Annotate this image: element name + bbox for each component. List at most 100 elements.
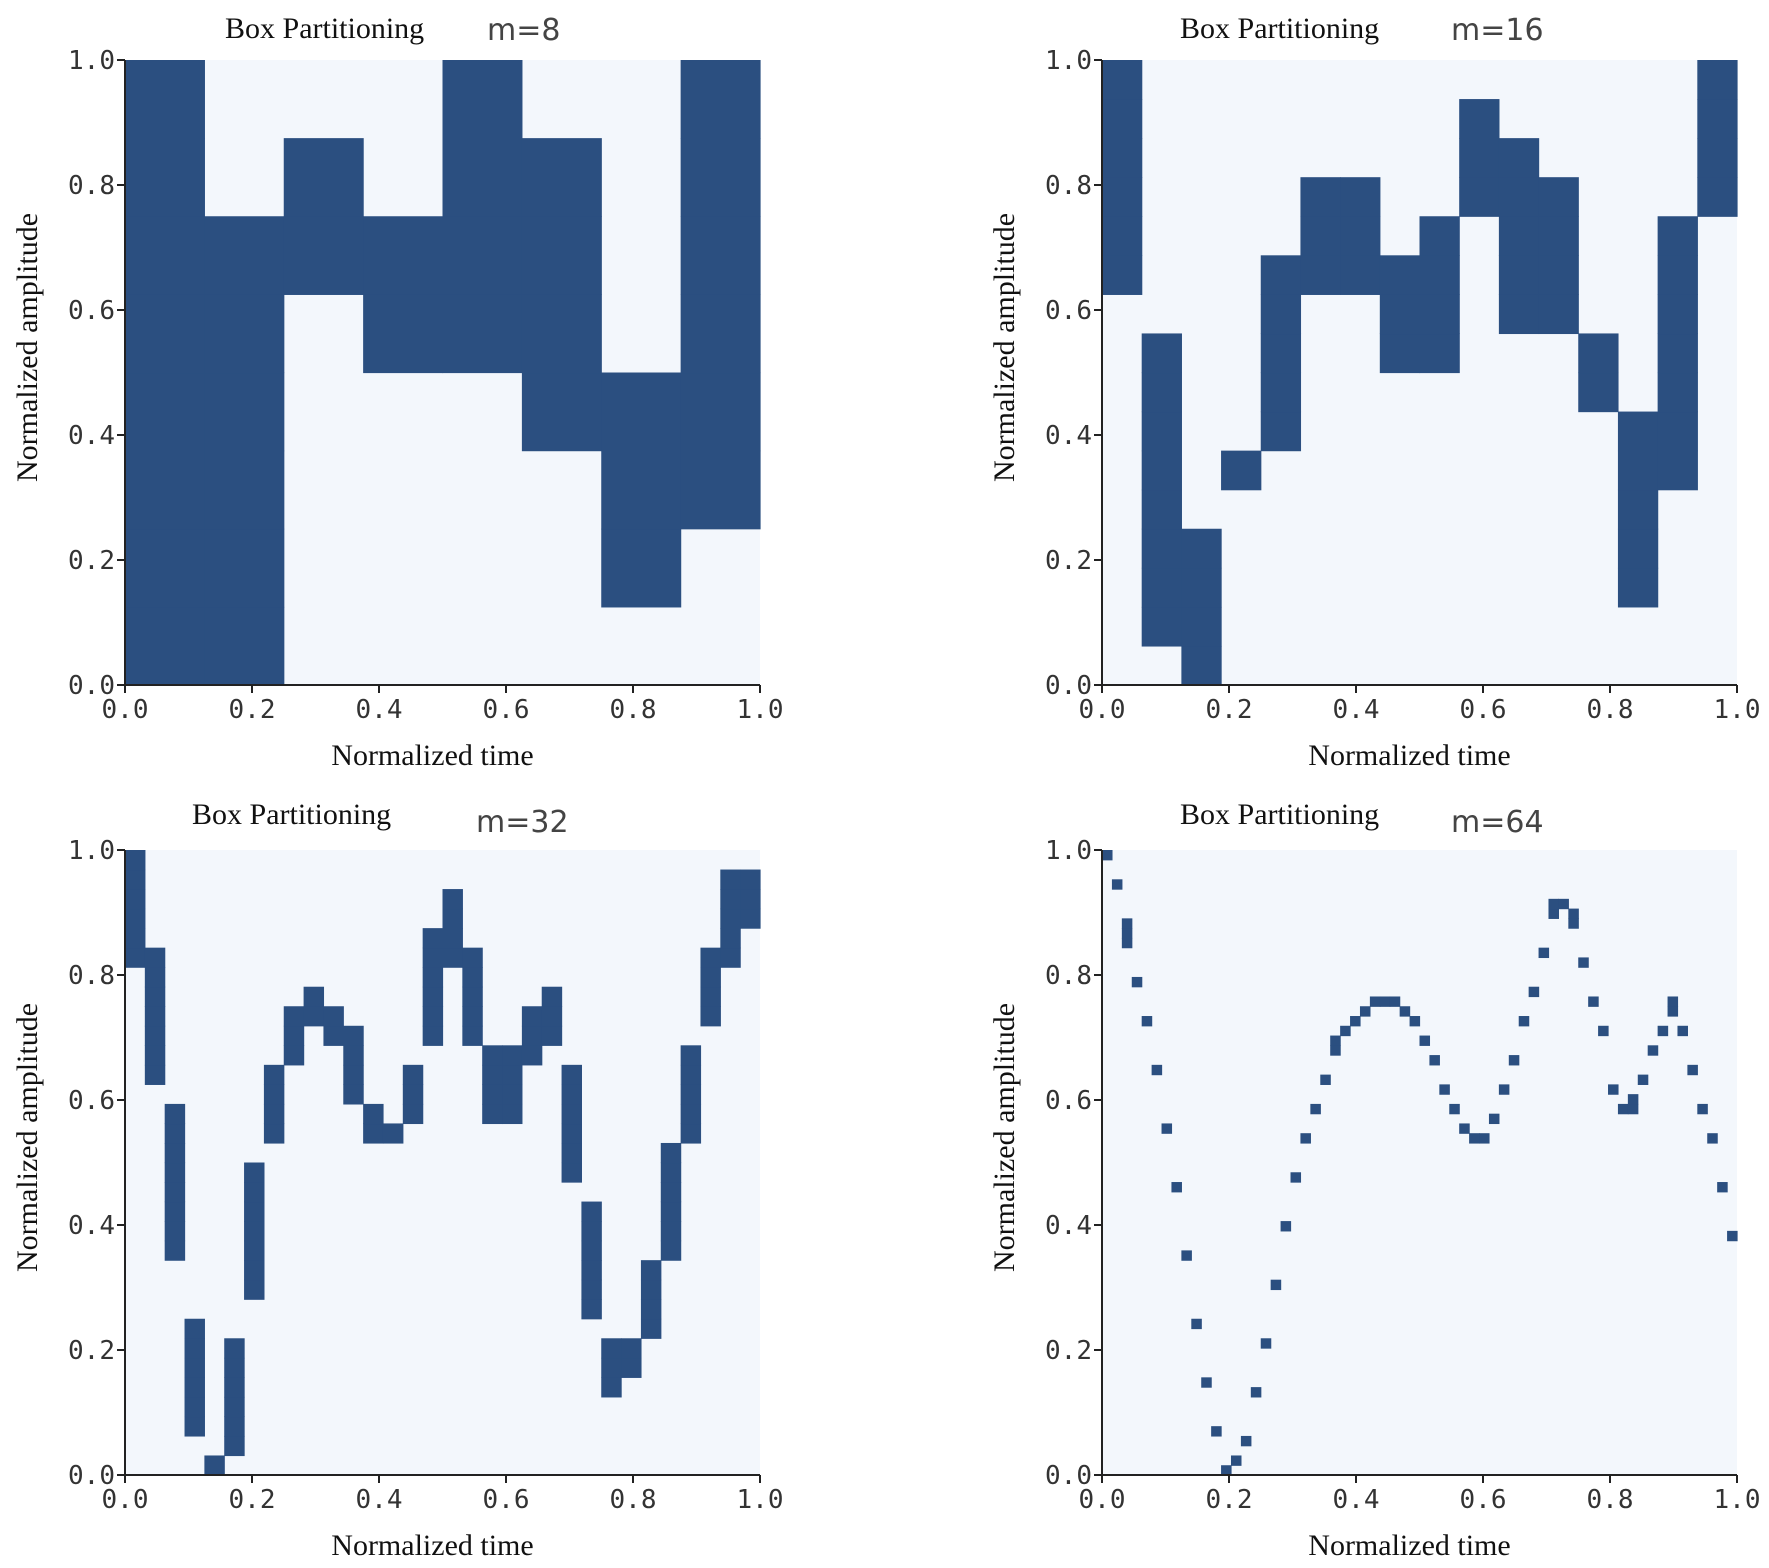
occupied-box: [581, 1279, 602, 1300]
occupied-box: [482, 1045, 503, 1066]
occupied-box: [1320, 1074, 1331, 1085]
x-tick-label: 0.2: [229, 695, 276, 725]
occupied-box: [164, 1182, 186, 1203]
occupied-box: [125, 216, 205, 295]
occupied-box: [224, 1338, 245, 1359]
occupied-box: [1399, 1006, 1411, 1017]
occupied-box: [482, 1103, 503, 1125]
occupied-box: [561, 1162, 582, 1183]
occupied-box: [323, 1006, 344, 1027]
occupied-box: [1697, 60, 1738, 100]
occupied-box: [204, 450, 285, 530]
x-tick-label: 0.0: [102, 695, 149, 725]
occupied-box: [1369, 996, 1381, 1007]
y-tick-label: 0.0: [68, 1461, 115, 1491]
occupied-box: [1697, 138, 1738, 178]
occupied-box: [1568, 908, 1579, 919]
occupied-box: [1657, 216, 1698, 256]
occupied-box: [1419, 255, 1460, 295]
occupied-box: [144, 1025, 166, 1046]
occupied-box: [1498, 138, 1540, 178]
x-tick-label: 0.0: [1079, 695, 1126, 725]
occupied-box: [1181, 1250, 1192, 1261]
y-tick-label: 0.8: [1045, 171, 1092, 201]
occupied-box: [1717, 1182, 1728, 1193]
occupied-box: [1657, 372, 1698, 413]
occupied-box: [462, 1006, 483, 1027]
occupied-box: [660, 1221, 682, 1242]
occupied-box: [1201, 1377, 1212, 1388]
y-tick-label: 0.4: [1045, 421, 1092, 451]
occupied-box: [1379, 294, 1421, 335]
occupied-box: [363, 216, 444, 295]
occupied-box: [1181, 567, 1222, 608]
y-axis-label: Normalized amplitude: [988, 213, 1021, 482]
y-tick-label: 0.0: [68, 671, 115, 701]
occupied-box: [1340, 177, 1381, 217]
occupied-box: [680, 1064, 702, 1085]
panel-m-label: m=64: [1451, 805, 1544, 840]
occupied-box: [581, 1299, 602, 1320]
occupied-box: [482, 1084, 503, 1105]
occupied-box: [680, 1103, 702, 1125]
occupied-box: [184, 1377, 205, 1398]
occupied-box: [581, 1221, 602, 1242]
x-tick-label: 1.0: [1714, 695, 1761, 725]
occupied-box: [1379, 255, 1421, 295]
x-tick-label: 0.6: [483, 695, 530, 725]
occupied-box: [1121, 928, 1133, 939]
occupied-box: [601, 372, 682, 452]
occupied-box: [1508, 1055, 1520, 1066]
y-tick-label: 0.6: [1045, 1086, 1092, 1116]
occupied-box: [164, 1240, 186, 1261]
occupied-box: [720, 908, 741, 929]
x-tick-label: 0.6: [483, 1485, 530, 1515]
occupied-box: [204, 294, 285, 374]
occupied-box: [1260, 411, 1302, 452]
occupied-box: [740, 908, 761, 929]
occupied-box: [1459, 177, 1500, 217]
occupied-box: [1102, 60, 1143, 100]
occupied-box: [1598, 1025, 1609, 1037]
occupied-box: [204, 528, 285, 608]
y-axis-label: Normalized amplitude: [11, 1003, 44, 1272]
occupied-box: [1657, 411, 1698, 452]
occupied-box: [1538, 216, 1579, 256]
occupied-box: [263, 1123, 285, 1144]
y-tick-label: 0.0: [1045, 1461, 1092, 1491]
occupied-box: [1528, 986, 1540, 998]
occupied-box: [1141, 372, 1182, 413]
occupied-box: [1260, 333, 1302, 374]
occupied-box: [1300, 177, 1341, 217]
occupied-box: [601, 1338, 622, 1359]
y-tick-label: 0.6: [68, 1086, 115, 1116]
occupied-box: [1637, 1074, 1649, 1085]
occupied-box: [363, 1123, 384, 1144]
occupied-box: [680, 1123, 702, 1144]
occupied-box: [521, 294, 602, 374]
occupied-box: [521, 1006, 543, 1027]
occupied-box: [1498, 255, 1540, 295]
occupied-box: [1459, 138, 1500, 178]
occupied-box: [1111, 879, 1123, 890]
occupied-box: [1260, 294, 1302, 335]
occupied-box: [263, 1064, 285, 1085]
occupied-box: [720, 928, 741, 949]
occupied-box: [581, 1260, 602, 1281]
occupied-box: [125, 138, 205, 217]
occupied-box: [1260, 372, 1302, 413]
occupied-box: [1469, 1133, 1480, 1144]
occupied-box: [720, 947, 741, 968]
occupied-box: [601, 1357, 622, 1378]
y-tick-label: 0.6: [1045, 296, 1092, 326]
occupied-box: [402, 1103, 424, 1125]
occupied-box: [184, 1416, 205, 1437]
occupied-box: [224, 1416, 245, 1437]
y-tick-label: 0.2: [1045, 546, 1092, 576]
occupied-box: [640, 1318, 662, 1339]
occupied-box: [1310, 1103, 1321, 1115]
occupied-box: [1558, 898, 1569, 910]
y-tick-label: 0.8: [68, 961, 115, 991]
occupied-box: [1280, 1221, 1292, 1232]
